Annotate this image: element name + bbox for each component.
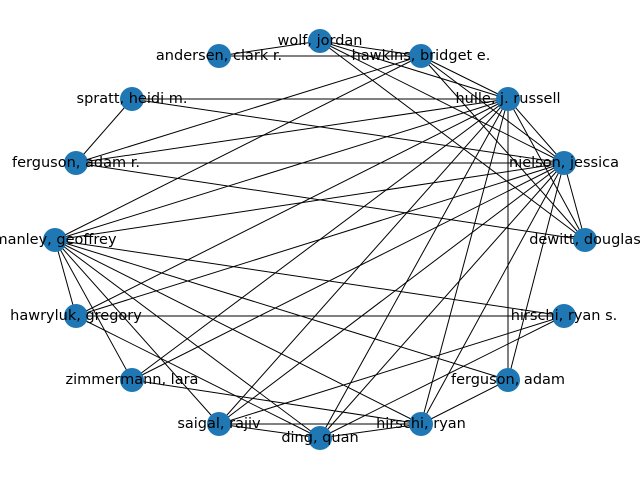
node-label-hirschi_s: hirschi, ryan s. (511, 308, 618, 324)
node-manley (43, 228, 67, 252)
edge-hulle-saigal (218, 98, 509, 425)
node-label-hawkins: hawkins, bridget e. (352, 48, 491, 64)
node-hirschi (409, 412, 433, 436)
edge-nielson-hawryluk (75, 162, 565, 317)
node-ding (308, 426, 332, 450)
node-label-hawryluk: hawryluk, gregory (10, 308, 142, 324)
edge-hawryluk-ding (75, 315, 321, 439)
node-label-zimmermann: zimmermann, lara (66, 372, 199, 388)
edge-wolf-nielson (319, 40, 565, 164)
edge-ding-hirschi (319, 423, 422, 439)
node-hulle (496, 87, 520, 111)
node-label-nielson: nielson, jessica (509, 155, 619, 171)
edge-nielson-ferguson_adam (507, 162, 565, 381)
edge-dewitt-ferguson_r (75, 162, 586, 241)
edge-hulle-dewitt (507, 98, 586, 241)
node-nielson (552, 151, 576, 175)
edge-hulle-manley (54, 98, 509, 241)
node-label-hirschi: hirschi, ryan (376, 416, 466, 432)
nodes-layer (43, 29, 597, 450)
node-wolf (308, 29, 332, 53)
edge-nielson-manley (54, 162, 565, 241)
node-label-saigal: saigal, rajiv (177, 416, 261, 432)
edge-nielson-hirschi (420, 162, 565, 425)
node-saigal (207, 412, 231, 436)
edge-hawkins-dewitt (420, 55, 586, 241)
edge-manley-zimmermann (54, 239, 133, 381)
node-label-wolf: wolf, jordan (278, 33, 363, 49)
node-dewitt (573, 228, 597, 252)
edge-hawkins-manley (54, 55, 422, 241)
node-label-dewitt: dewitt, douglas (529, 232, 640, 248)
node-hawkins (409, 44, 433, 68)
edge-hulle-nielson (507, 98, 565, 164)
edge-manley-hirschi (54, 239, 422, 425)
edge-hawkins-ferguson_r (75, 55, 422, 164)
edge-nielson-ding (319, 162, 565, 439)
node-andersen (207, 44, 231, 68)
edge-nielson-zimmermann (131, 162, 565, 381)
edge-hawkins-hulle (420, 55, 509, 100)
edge-manley-saigal (54, 239, 220, 425)
edge-hulle-ding (319, 98, 509, 439)
node-ferguson_r (64, 151, 88, 175)
edge-hirschi_s-saigal (218, 315, 565, 425)
node-spratt (120, 87, 144, 111)
edge-hulle-hawryluk (75, 98, 509, 317)
edge-manley-hawryluk (54, 239, 77, 317)
edge-saigal-ding (218, 423, 321, 439)
edge-nielson-dewitt (563, 162, 586, 241)
edge-hulle-hirschi (420, 98, 509, 425)
edge-hirschi_s-ding (319, 315, 565, 439)
edge-wolf-andersen (218, 40, 321, 57)
node-label-manley: manley, geoffrey (0, 232, 117, 248)
node-ferguson_adam (496, 368, 520, 392)
node-zimmermann (120, 368, 144, 392)
node-label-andersen: andersen, clark r. (156, 48, 282, 64)
edge-wolf-hawkins (319, 40, 422, 57)
edge-hulle-ferguson_r (75, 98, 509, 164)
node-label-ferguson_r: ferguson, adam r. (12, 155, 140, 171)
edge-manley-ding (54, 239, 321, 439)
edge-wolf-hulle (319, 40, 509, 100)
node-label-ferguson_adam: ferguson, adam (451, 372, 565, 388)
edge-hawkins-nielson (420, 55, 565, 164)
edge-nielson-saigal (218, 162, 565, 425)
edge-zimmermann-hirschi (131, 379, 422, 425)
edge-spratt-ferguson_r (75, 98, 133, 164)
edge-manley-hirschi_s (54, 239, 565, 317)
edge-nielson-spratt (131, 98, 565, 164)
edges-layer (54, 40, 586, 439)
node-hirschi_s (552, 304, 576, 328)
node-label-hulle: hulle, j. russell (455, 91, 560, 107)
node-label-ding: ding, quan (281, 430, 358, 446)
node-hawryluk (64, 304, 88, 328)
edge-ferguson_adam-hirschi (420, 379, 509, 425)
node-label-spratt: spratt, heidi m. (77, 91, 188, 107)
